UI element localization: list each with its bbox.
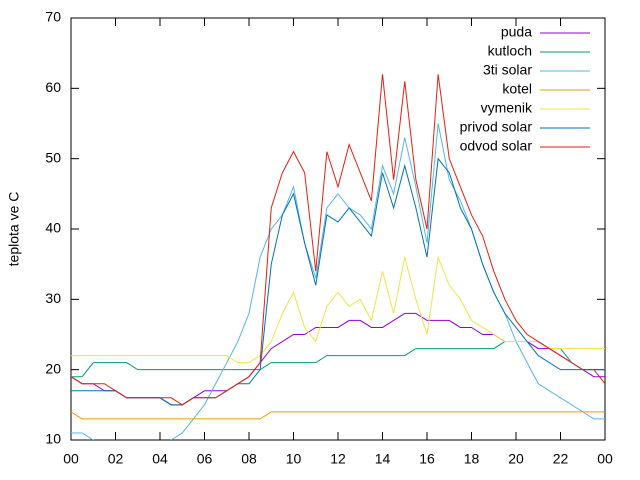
x-tick-label: 10 — [286, 451, 302, 467]
x-tick-label: 08 — [241, 451, 257, 467]
series-line — [71, 157, 605, 406]
x-tick-label: 22 — [553, 451, 569, 467]
x-tick-label: 20 — [508, 451, 524, 467]
legend-label: 3ti solar — [483, 62, 532, 78]
y-tick-label: 60 — [45, 79, 61, 95]
x-tick-label: 18 — [464, 451, 480, 467]
legend-label: privod solar — [460, 119, 533, 135]
y-tick-label: 30 — [45, 290, 61, 306]
series-line — [71, 74, 605, 406]
legend-label: kotel — [502, 81, 532, 97]
y-axis-label: teplota ve C — [6, 192, 22, 267]
y-tick-label: 50 — [45, 149, 61, 165]
series-line — [71, 123, 605, 440]
y-tick-label: 70 — [45, 9, 61, 25]
series-line — [71, 255, 605, 364]
y-tick-label: 40 — [45, 220, 61, 236]
x-tick-label: 00 — [63, 451, 79, 467]
y-tick-label: 20 — [45, 360, 61, 376]
legend-label: puda — [501, 24, 532, 40]
legend-label: vymenik — [481, 100, 533, 116]
x-tick-label: 04 — [152, 451, 168, 467]
x-tick-label: 00 — [597, 451, 613, 467]
x-tick-label: 02 — [108, 451, 124, 467]
legend-label: odvod solar — [460, 138, 533, 154]
x-tick-label: 16 — [419, 451, 435, 467]
x-tick-label: 06 — [197, 451, 213, 467]
series-line — [71, 411, 605, 420]
y-tick-label: 10 — [45, 431, 61, 447]
x-tick-label: 12 — [330, 451, 346, 467]
x-tick-label: 14 — [375, 451, 391, 467]
legend-label: kutloch — [488, 43, 532, 59]
